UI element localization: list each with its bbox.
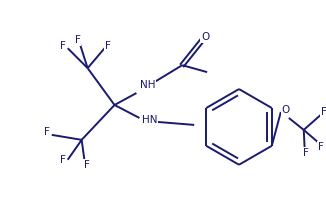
Text: O: O: [282, 105, 290, 115]
Text: F: F: [44, 127, 50, 137]
Text: F: F: [75, 35, 81, 45]
Text: O: O: [201, 32, 209, 42]
Text: HN: HN: [141, 115, 157, 125]
Text: F: F: [321, 107, 326, 117]
Text: F: F: [105, 41, 111, 51]
Text: F: F: [84, 160, 90, 170]
Text: F: F: [60, 155, 66, 165]
Text: F: F: [60, 41, 66, 51]
Text: F: F: [318, 142, 324, 152]
Text: F: F: [303, 148, 309, 158]
Text: NH: NH: [140, 80, 155, 90]
